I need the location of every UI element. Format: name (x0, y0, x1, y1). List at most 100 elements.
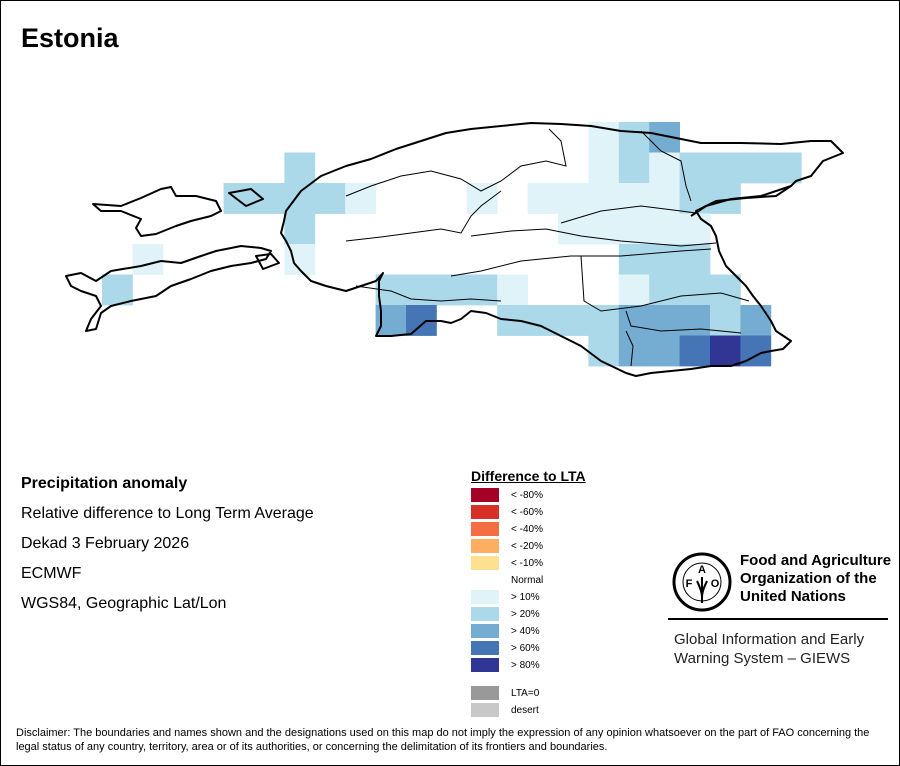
anomaly-map (65, 122, 844, 377)
anomaly-cell (618, 122, 650, 153)
anomaly-cell (345, 183, 376, 214)
anomaly-cell (710, 274, 741, 306)
legend-swatch (471, 607, 499, 621)
legend-label: > 20% (511, 609, 540, 620)
legend-label: Normal (511, 575, 544, 586)
fao-name-line: Food and Agriculture (740, 552, 892, 569)
county-border (450, 248, 712, 277)
legend-label: < -20% (511, 541, 543, 552)
anomaly-cell (740, 152, 772, 184)
anomaly-cell (618, 183, 650, 214)
info-description: Relative difference to Long Term Average (21, 505, 314, 522)
anomaly-cell (618, 152, 650, 184)
giews-name: Global Information and Early Warning Sys… (674, 630, 864, 668)
anomaly-cell (314, 183, 346, 214)
anomaly-cell (649, 274, 680, 306)
county-border (355, 285, 502, 302)
divider (668, 618, 888, 620)
legend-swatch (471, 590, 499, 604)
peipus-shore (690, 185, 792, 217)
county-border (640, 130, 692, 202)
anomaly-cell (770, 152, 802, 184)
anomaly-cell (710, 152, 741, 184)
legend-label: < -80% (511, 490, 543, 501)
anomaly-cell (284, 183, 316, 214)
legend-label: > 80% (511, 660, 540, 671)
fao-name: Food and Agriculture Organization of the… (740, 552, 891, 606)
mainland-border (280, 122, 844, 377)
anomaly-cell (558, 213, 589, 245)
anomaly-cell (679, 183, 711, 214)
county-border (345, 128, 567, 197)
legend-swatch (471, 686, 499, 700)
anomaly-cell (679, 244, 711, 275)
anomaly-cell (649, 213, 680, 245)
legend-swatch (471, 703, 499, 717)
anomaly-cell (649, 335, 680, 367)
legend-swatch (471, 624, 499, 638)
county-border (580, 255, 750, 312)
legend-label: > 40% (511, 626, 540, 637)
anomaly-cell (618, 274, 650, 306)
info-projection: WGS84, Geographic Lat/Lon (21, 595, 227, 612)
muhu-border (255, 253, 280, 270)
legend-label: > 60% (511, 643, 540, 654)
vormsi-border (228, 188, 264, 207)
info-period: Dekad 3 February 2026 (21, 535, 190, 552)
county-border (625, 310, 742, 334)
fao-name-line: United Nations (740, 588, 846, 605)
anomaly-cell (618, 335, 650, 367)
anomaly-cell (102, 274, 133, 306)
anomaly-cell (497, 274, 528, 306)
anomaly-cell (223, 183, 255, 214)
anomaly-cell (679, 335, 711, 367)
legend-swatch (471, 658, 499, 672)
anomaly-cell (132, 244, 164, 275)
anomaly-cell (284, 213, 316, 245)
legend-swatch (471, 573, 499, 587)
legend-swatch (471, 556, 499, 570)
map-title: Estonia (21, 23, 119, 53)
anomaly-cell (588, 183, 620, 214)
legend-label: < -60% (511, 507, 543, 518)
fao-name-line: Organization of the (740, 570, 877, 587)
legend-label: desert (511, 705, 539, 716)
legend-label: < -10% (511, 558, 543, 569)
info-source: ECMWF (21, 565, 82, 582)
legend-swatch (471, 641, 499, 655)
legend-title: Difference to LTA (471, 468, 586, 484)
anomaly-cell (284, 152, 316, 184)
anomaly-grid (102, 122, 802, 367)
svg-text:F: F (686, 578, 693, 590)
hiiumaa-border (92, 186, 222, 237)
anomaly-cell (618, 244, 650, 275)
legend-label: < -40% (511, 524, 543, 535)
anomaly-cell (618, 305, 650, 336)
legend-swatch (471, 539, 499, 553)
anomaly-cell (740, 305, 772, 336)
saaremaa-border (65, 245, 272, 332)
anomaly-cell (618, 213, 650, 245)
anomaly-cell (710, 335, 741, 367)
fao-logo: A F O (672, 552, 732, 612)
anomaly-cell (558, 183, 589, 214)
anomaly-cell (679, 274, 711, 306)
anomaly-cell (588, 152, 620, 184)
legend-swatch (471, 488, 499, 502)
anomaly-cell (527, 183, 559, 214)
anomaly-cell (649, 244, 680, 275)
anomaly-cell (558, 305, 589, 336)
legend-swatch (471, 522, 499, 536)
county-border (470, 228, 717, 247)
giews-line: Warning System – GIEWS (674, 650, 851, 667)
county-border (560, 205, 697, 224)
giews-line: Global Information and Early (674, 631, 865, 648)
legend-label: > 10% (511, 592, 540, 603)
legend-swatch (471, 505, 499, 519)
svg-text:O: O (711, 578, 720, 590)
county-border (625, 330, 634, 367)
anomaly-cell (254, 183, 285, 214)
anomaly-cell (527, 305, 559, 336)
county-border (345, 190, 502, 242)
